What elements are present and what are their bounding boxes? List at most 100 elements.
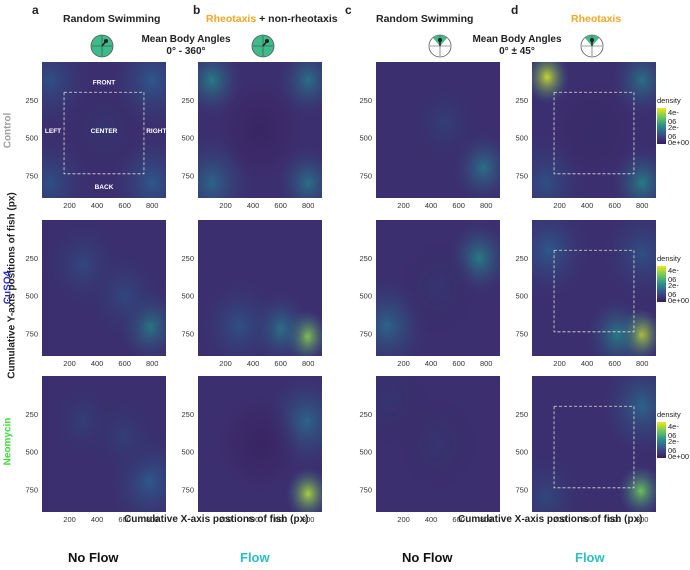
- zone-label-right: RIGHT: [146, 128, 166, 135]
- x-tick-label: 800: [480, 359, 493, 368]
- density-hotspot: [554, 82, 634, 178]
- y-tick-label: 250: [359, 96, 372, 105]
- x-tick-label: 600: [118, 201, 131, 210]
- angles-range-2: 0° ± 45°: [499, 46, 535, 57]
- heatmap-panel-r0-c2: 200 400 600 800 250 500 750: [359, 62, 500, 210]
- angles-label-1: Mean Body Angles 0° - 360°: [126, 34, 246, 58]
- y-tick-label: 250: [515, 410, 528, 419]
- x-tick-label: 400: [425, 359, 438, 368]
- x-tick-label: 200: [397, 359, 410, 368]
- x-tick-label: 600: [608, 359, 621, 368]
- angle-icon-narrow-2: [580, 34, 604, 58]
- y-tick-label: 500: [25, 134, 38, 143]
- x-tick-label: 800: [480, 515, 493, 524]
- density-hotspot: [220, 396, 300, 492]
- heatmap-panel-r2-c0: 200 400 600 800 250 500 750: [25, 376, 166, 524]
- density-hotspot: [199, 277, 280, 356]
- legend-colorbar: [657, 422, 666, 458]
- y-tick-label: 500: [25, 448, 38, 457]
- zone-label-left: LEFT: [45, 128, 61, 135]
- legend-tick-label: 0e+00: [668, 296, 690, 305]
- x-tick-label: 600: [274, 515, 287, 524]
- y-tick-label: 750: [515, 329, 528, 338]
- x-tick-label: 400: [247, 201, 260, 210]
- heatmap-panel-r1-c2: 200 400 600 800 250 500 750: [359, 220, 500, 368]
- angles-title-1: Mean Body Angles: [141, 34, 231, 45]
- heatmap-panel-r0-c0: 200 400 600 800 250 500 750: [25, 62, 166, 210]
- x-tick-label: 200: [219, 515, 232, 524]
- x-tick-label: 600: [452, 201, 465, 210]
- density-hotspot: [84, 247, 165, 344]
- y-tick-label: 750: [25, 329, 38, 338]
- x-tick-label: 800: [302, 201, 315, 210]
- x-tick-label: 800: [146, 515, 159, 524]
- density-hotspot: [286, 467, 322, 512]
- panel-letter-a: a: [32, 3, 39, 17]
- y-tick-label: 750: [359, 485, 372, 494]
- x-tick-label: 800: [636, 515, 649, 524]
- x-tick-label: 200: [553, 359, 566, 368]
- title-rheotaxis-highlight: Rheotaxis: [206, 13, 257, 25]
- x-tick-label: 200: [219, 201, 232, 210]
- x-tick-label: 800: [146, 201, 159, 210]
- angles-title-2: Mean Body Angles: [472, 34, 562, 45]
- y-tick-label: 500: [515, 134, 528, 143]
- title-random-swimming-1: Random Swimming: [63, 13, 161, 25]
- x-tick-label: 200: [553, 515, 566, 524]
- y-tick-label: 500: [515, 448, 528, 457]
- condition-label-4: Flow: [575, 550, 605, 565]
- x-tick-label: 600: [274, 201, 287, 210]
- panel-letter-b: b: [193, 3, 201, 17]
- y-tick-label: 500: [181, 134, 194, 143]
- x-tick-label: 400: [91, 359, 104, 368]
- condition-label-1: No Flow: [68, 550, 119, 565]
- zone-label-center: CENTER: [91, 128, 118, 135]
- y-tick-label: 500: [359, 292, 372, 301]
- density-hotspot: [602, 376, 656, 455]
- legend-title: density: [657, 410, 681, 419]
- x-tick-label: 800: [636, 359, 649, 368]
- heatmap-panel-r0-c3: 200 400 600 800 250 500 750: [515, 62, 656, 210]
- zone-boundary: [63, 91, 145, 175]
- y-tick-label: 250: [359, 254, 372, 263]
- x-tick-label: 400: [425, 201, 438, 210]
- x-tick-label: 200: [397, 201, 410, 210]
- y-tick-label: 750: [25, 171, 38, 180]
- x-axis-label-right: Cumulative X-axis postions of fish (px): [458, 514, 643, 525]
- zone-boundary: [553, 405, 635, 489]
- zone-label-back: BACK: [95, 184, 114, 191]
- y-tick-label: 750: [515, 485, 528, 494]
- density-hotspot: [602, 220, 656, 302]
- x-tick-label: 600: [118, 359, 131, 368]
- x-tick-label: 400: [581, 515, 594, 524]
- title-non-rheotaxis: + non-rheotaxis: [256, 13, 338, 25]
- y-tick-label: 750: [515, 171, 528, 180]
- legend-title: density: [657, 254, 681, 263]
- y-tick-label: 500: [359, 448, 372, 457]
- y-tick-label: 750: [181, 329, 194, 338]
- density-hotspot: [84, 388, 165, 485]
- condition-label-3: No Flow: [402, 550, 453, 565]
- x-tick-label: 200: [397, 515, 410, 524]
- heatmap-panel-r0-c1: 200 400 600 800 250 500 750: [181, 62, 322, 210]
- density-hotspot: [532, 220, 589, 299]
- x-axis-label-left: Cumulative X-axis postions of fish (px): [124, 514, 309, 525]
- legend-tick-label: 0e+00: [668, 452, 690, 461]
- y-tick-label: 500: [181, 292, 194, 301]
- y-tick-label: 250: [181, 254, 194, 263]
- density-hotspot: [587, 298, 648, 356]
- x-tick-label: 200: [553, 201, 566, 210]
- density-hotspot: [618, 464, 656, 512]
- panel-letter-c: c: [345, 3, 352, 17]
- title-rheotaxis-non: Rheotaxis + non-rheotaxis: [206, 13, 338, 25]
- x-tick-label: 400: [581, 359, 594, 368]
- legend-tick-label: 2e-06: [668, 437, 679, 455]
- density-hotspot: [376, 376, 430, 447]
- title-rheotaxis: Rheotaxis: [571, 13, 622, 25]
- heatmap-panel-r2-c3: 200 400 600 800 250 500 750: [515, 376, 656, 524]
- legend-tick-label: 2e-06: [668, 123, 679, 141]
- angles-label-2: Mean Body Angles 0° ± 45°: [462, 34, 572, 58]
- x-tick-label: 400: [425, 515, 438, 524]
- legend-tick-label: 2e-06: [668, 281, 679, 299]
- density-hotspot: [404, 74, 485, 171]
